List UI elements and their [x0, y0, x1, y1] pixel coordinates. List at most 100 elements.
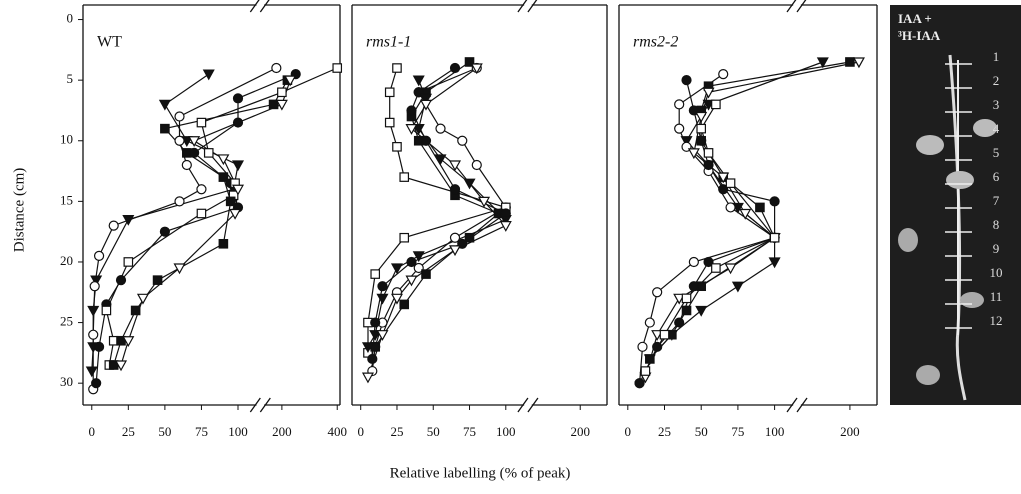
data-point: [399, 172, 410, 182]
data-point: [108, 220, 119, 231]
y-tick-label: 20: [60, 253, 73, 268]
data-point: [405, 275, 418, 287]
series-line: [371, 67, 507, 372]
series-line: [374, 61, 500, 348]
data-point: [464, 232, 475, 243]
data-point: [725, 202, 736, 213]
data-point: [406, 105, 417, 116]
x-tick-label: 50: [695, 424, 708, 439]
plant-stem: [948, 54, 967, 401]
photo-label: 8: [993, 217, 1000, 232]
data-point: [413, 262, 424, 274]
y-tick-label: 15: [60, 192, 73, 207]
leaf: [898, 228, 918, 252]
x-tick-label: 75: [731, 424, 744, 439]
data-point: [376, 330, 389, 341]
data-point: [419, 93, 433, 105]
data-point: [275, 99, 288, 111]
data-point: [232, 93, 244, 104]
data-point: [644, 317, 655, 328]
data-point: [673, 293, 686, 305]
data-point: [652, 287, 663, 298]
data-point: [196, 117, 207, 128]
photo-label: 5: [993, 145, 1000, 160]
data-point: [376, 293, 389, 305]
data-point: [435, 123, 446, 134]
photo-label: 6: [993, 169, 1000, 184]
data-point: [152, 275, 163, 285]
axis-break: [786, 0, 797, 13]
x-tick-label: 100: [765, 424, 785, 439]
photo-title: IAA +: [898, 11, 932, 26]
data-point: [136, 293, 149, 305]
axis-break: [517, 397, 529, 413]
data-point: [449, 62, 461, 74]
data-point: [471, 159, 482, 171]
data-point: [188, 136, 201, 147]
data-point: [702, 87, 715, 99]
data-point: [218, 238, 229, 249]
y-tick-label: 5: [67, 71, 74, 86]
data-point: [449, 232, 461, 243]
data-point: [695, 111, 708, 123]
data-point: [232, 117, 244, 128]
data-point: [419, 99, 433, 111]
data-point: [768, 257, 781, 269]
axis-break: [259, 397, 271, 413]
data-point: [182, 148, 192, 158]
x-tick-label: 400: [327, 424, 347, 439]
data-point: [384, 117, 395, 128]
data-point: [158, 99, 171, 111]
data-point: [702, 99, 715, 111]
data-point: [202, 69, 215, 81]
photo-title: ³H-IAA: [898, 28, 941, 43]
photo-label: 4: [993, 121, 1000, 136]
data-point: [181, 159, 192, 171]
data-point: [271, 62, 282, 74]
photo-label: 2: [993, 73, 1000, 88]
data-point: [91, 378, 102, 389]
leaf: [960, 292, 984, 308]
data-point: [652, 341, 663, 352]
y-tick-label: 0: [67, 11, 74, 26]
data-point: [711, 99, 721, 110]
data-point: [122, 214, 135, 226]
data-point: [703, 148, 714, 158]
data-point: [688, 281, 699, 292]
x-tick-label: 100: [228, 424, 248, 439]
data-point: [370, 269, 381, 279]
data-point: [231, 160, 245, 172]
data-point: [725, 178, 736, 188]
data-point: [93, 250, 105, 262]
x-tick-label: 25: [658, 424, 671, 439]
data-point: [229, 208, 242, 220]
data-point: [457, 135, 468, 146]
data-point: [470, 63, 483, 75]
data-point: [384, 87, 395, 98]
data-point: [637, 341, 648, 352]
data-point: [816, 57, 829, 69]
data-point: [123, 257, 134, 267]
data-point: [412, 124, 425, 135]
x-tick-label: 75: [463, 424, 476, 439]
data-point: [101, 305, 112, 316]
x-tick-label: 200: [570, 424, 590, 439]
data-point: [681, 305, 692, 316]
axis-break: [796, 397, 808, 413]
data-point: [399, 299, 410, 310]
axis-break: [249, 397, 261, 413]
leaf: [973, 119, 997, 137]
photo-label: 9: [993, 241, 1000, 256]
x-tick-label: 25: [390, 424, 403, 439]
data-point: [277, 87, 287, 98]
photo-label: 11: [990, 289, 1003, 304]
data-point: [634, 378, 645, 389]
data-point: [448, 245, 462, 257]
data-point: [421, 269, 431, 279]
data-point: [681, 75, 692, 86]
data-point: [717, 172, 730, 184]
panel-title: WT: [97, 34, 122, 51]
data-point: [731, 281, 744, 293]
data-point: [367, 353, 378, 365]
leaf: [916, 135, 944, 155]
